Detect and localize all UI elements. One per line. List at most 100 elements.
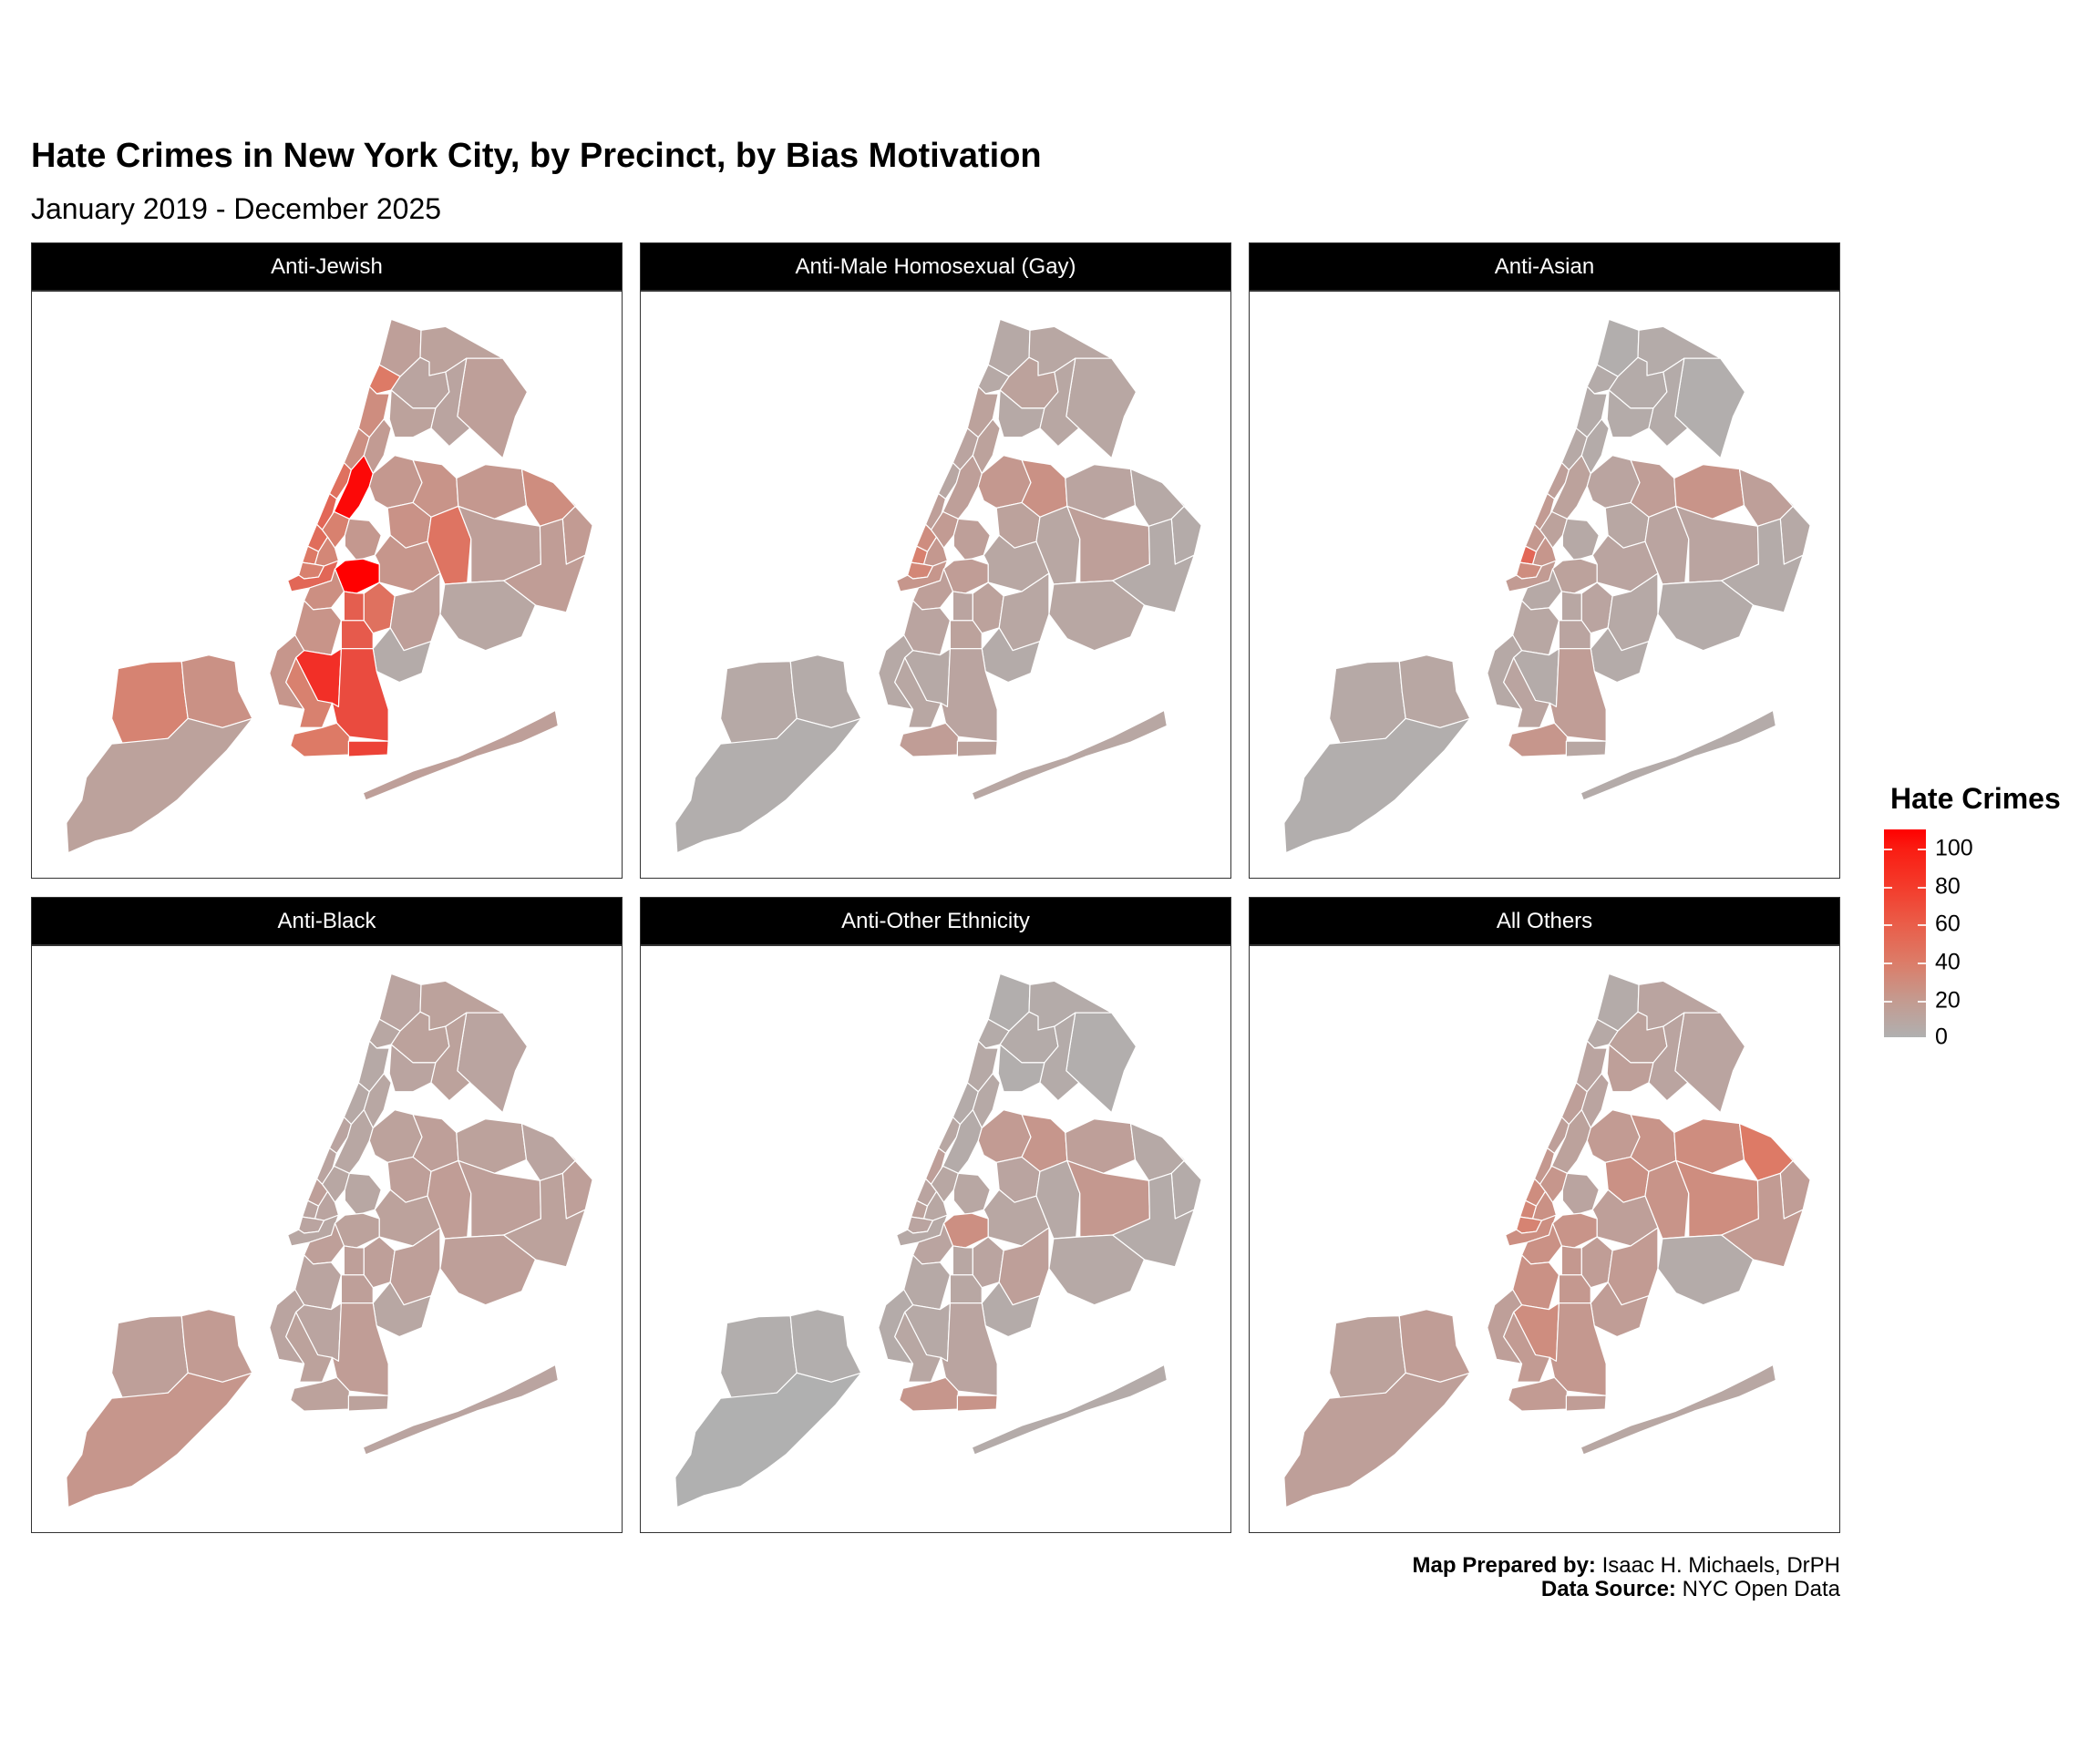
chart-subtitle: January 2019 - December 2025 <box>31 192 442 225</box>
legend-tick: 0 <box>1884 1024 1948 1050</box>
precinct-region-bk-greenpoint <box>952 1172 991 1216</box>
caption: Map Prepared by: Isaac H. Michaels, DrPH… <box>1413 1554 1840 1601</box>
precinct-region-qn-ozone <box>1048 580 1146 652</box>
nyc-precinct-map <box>674 318 1202 854</box>
precinct-region-si-northeast <box>789 654 862 728</box>
precinct-region-qn-southeast <box>503 1172 586 1268</box>
precinct-region-bk-midwood <box>949 1274 983 1304</box>
precinct-region-bx-south <box>1606 389 1654 438</box>
precinct-region-si-northeast <box>180 1309 253 1383</box>
precinct-region-qn-southeast <box>1721 1172 1804 1268</box>
precinct-region-bk-bensonhurst <box>1503 657 1551 728</box>
precinct-region-si-northeast <box>789 1309 862 1383</box>
precinct-region-bx-southeast <box>1039 1012 1080 1102</box>
legend-tick: 100 <box>1884 836 1973 861</box>
nyc-precinct-map <box>1283 973 1811 1508</box>
precinct-region-mn-uws-n <box>937 1117 961 1155</box>
nyc-precinct-map <box>1283 318 1811 854</box>
precinct-region-qn-southeast <box>1112 518 1195 613</box>
facet-panel-anti-gay: Anti-Male Homosexual (Gay) <box>640 242 1231 879</box>
precinct-region-bk-coney <box>290 1376 350 1412</box>
precinct-region-qn-rockaway <box>971 1364 1168 1456</box>
precinct-region-bk-greenpoint <box>952 518 991 561</box>
precinct-region-qn-rockaway <box>971 709 1168 801</box>
precinct-region-bk-coney <box>899 722 959 757</box>
precinct-region-bk-midwood <box>340 620 374 650</box>
legend-tick: 20 <box>1884 988 1961 1014</box>
precinct-region-qn-ozone <box>1048 1234 1146 1306</box>
precinct-region-bk-coney <box>1508 722 1568 757</box>
precinct-region-bx-east <box>457 357 529 459</box>
precinct-region-bk-crownhts <box>1560 1245 1582 1276</box>
precinct-region-bk-brighton <box>956 740 998 757</box>
precinct-region-bk-midwood <box>1558 1274 1591 1304</box>
precinct-region-bx-southeast <box>1648 1012 1689 1102</box>
precinct-region-si-northeast <box>1398 654 1471 728</box>
facet-panel-all-others: All Others <box>1249 897 1840 1533</box>
precinct-region-qn-rockaway <box>362 1364 559 1456</box>
precinct-region-bk-greenpoint <box>1561 1172 1600 1216</box>
precinct-region-qn-ozone <box>439 580 537 652</box>
map-area <box>31 945 623 1533</box>
precinct-region-bk-midwood <box>949 620 983 650</box>
precinct-region-bx-east <box>1674 357 1746 459</box>
legend-tick-label: 60 <box>1935 911 1961 937</box>
precinct-region-bk-coney <box>290 722 350 757</box>
precinct-region-mn-ues <box>333 1109 374 1174</box>
precinct-region-bk-brighton <box>347 740 389 757</box>
precinct-region-bk-brighton <box>347 1395 389 1412</box>
map-area <box>31 291 623 879</box>
precinct-region-si-south <box>674 1372 862 1508</box>
precinct-region-bx-east <box>1065 1012 1138 1114</box>
precinct-region-bx-south <box>388 1044 437 1093</box>
precinct-region-bk-crownhts <box>343 591 365 622</box>
precinct-region-qn-ozone <box>1657 1234 1755 1306</box>
precinct-region-bk-coney <box>1508 1376 1568 1412</box>
facet-strip-label: Anti-Jewish <box>31 242 623 291</box>
precinct-region-bx-southeast <box>430 1012 471 1102</box>
precinct-region-bk-bensonhurst <box>1503 1312 1551 1383</box>
precinct-region-si-northeast <box>180 654 253 728</box>
precinct-region-mn-uws-n <box>937 462 961 500</box>
precinct-region-qn-ozone <box>1657 580 1755 652</box>
precinct-region-bk-bensonhurst <box>285 1312 334 1383</box>
precinct-region-mn-ues <box>333 455 374 520</box>
precinct-region-mn-uws-n <box>1546 462 1570 500</box>
precinct-region-bk-greenpoint <box>1561 518 1600 561</box>
precinct-region-mn-uws-n <box>328 462 352 500</box>
precinct-region-qn-rockaway <box>1580 709 1776 801</box>
nyc-precinct-map <box>674 973 1202 1508</box>
precinct-region-bx-southeast <box>1648 357 1689 448</box>
precinct-region-mn-uws-n <box>1546 1117 1570 1155</box>
facet-strip-label: All Others <box>1249 897 1840 945</box>
precinct-region-bx-east <box>457 1012 529 1114</box>
precinct-region-bk-crownhts <box>343 1245 365 1276</box>
precinct-region-bx-east <box>1065 357 1138 459</box>
color-legend: Hate Crimes 100 80 60 40 20 0 <box>1884 782 2061 1050</box>
facet-panel-anti-other-ethnicity: Anti-Other Ethnicity <box>640 897 1231 1533</box>
precinct-region-qn-rockaway <box>362 709 559 801</box>
precinct-region-mn-uws-n <box>328 1117 352 1155</box>
caption-prepared-label: Map Prepared by: <box>1412 1553 1596 1578</box>
precinct-region-si-south <box>1283 717 1471 854</box>
precinct-region-bk-coney <box>899 1376 959 1412</box>
precinct-region-mn-ues <box>1550 1109 1591 1174</box>
precinct-region-bx-southeast <box>1039 357 1080 448</box>
precinct-region-qn-southeast <box>503 518 586 613</box>
legend-colorbar: 100 80 60 40 20 0 <box>1884 829 1973 1050</box>
precinct-region-qn-southeast <box>1112 1172 1195 1268</box>
caption-source-value: NYC Open Data <box>1675 1577 1840 1601</box>
precinct-region-qn-rockaway <box>1580 1364 1776 1456</box>
legend-tick-label: 40 <box>1935 949 1961 975</box>
precinct-region-mn-ues <box>942 1109 983 1174</box>
facet-strip-label: Anti-Other Ethnicity <box>640 897 1231 945</box>
map-area <box>1249 291 1840 879</box>
facet-panel-anti-black: Anti-Black <box>31 897 623 1533</box>
nyc-precinct-map <box>66 973 593 1508</box>
facet-strip-label: Anti-Asian <box>1249 242 1840 291</box>
precinct-region-mn-ues <box>1550 455 1591 520</box>
precinct-region-bx-southeast <box>430 357 471 448</box>
legend-tick: 60 <box>1884 911 1961 937</box>
precinct-region-bk-bensonhurst <box>894 657 942 728</box>
precinct-region-bk-brighton <box>956 1395 998 1412</box>
